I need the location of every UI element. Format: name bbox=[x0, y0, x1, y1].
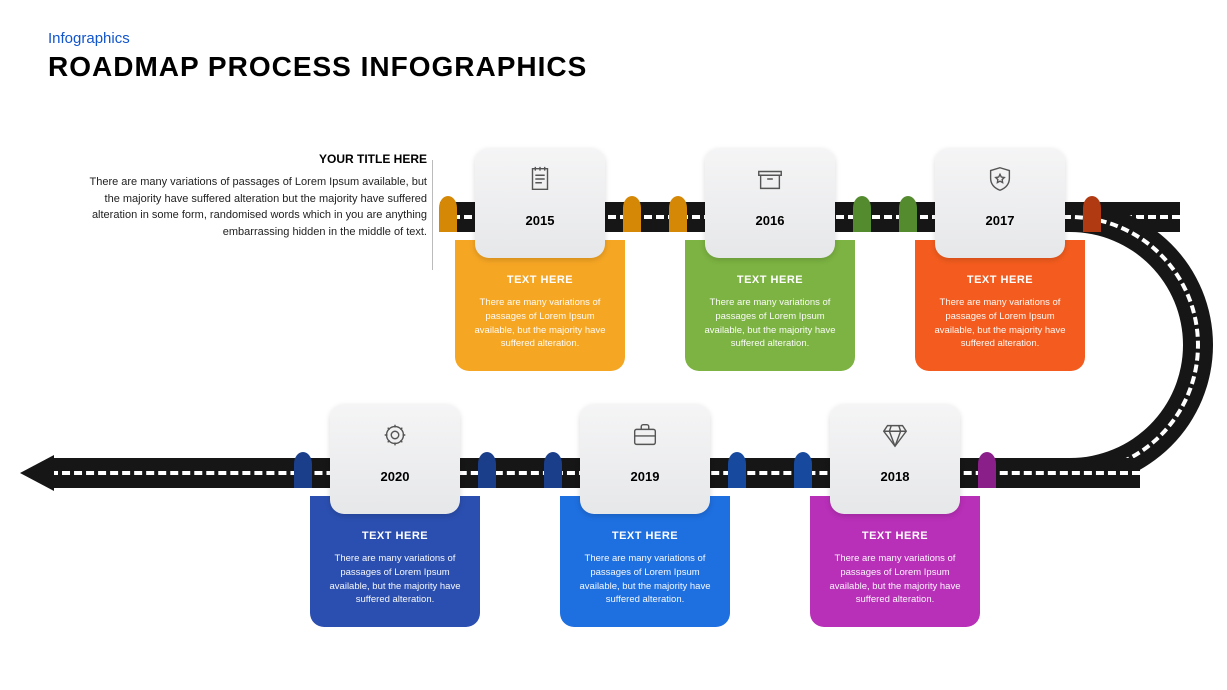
briefcase-icon bbox=[630, 420, 660, 455]
header: Infographics ROADMAP PROCESS INFOGRAPHIC… bbox=[0, 0, 1227, 83]
ribbon-left bbox=[544, 452, 562, 488]
milestone-card: 2019 bbox=[580, 404, 710, 514]
ribbon-left bbox=[439, 196, 457, 232]
panel-body: There are many variations of passages of… bbox=[324, 552, 466, 607]
box-icon bbox=[755, 164, 785, 199]
milestone-panel: TEXT HERE There are many variations of pa… bbox=[810, 496, 980, 627]
milestone-panel: TEXT HERE There are many variations of pa… bbox=[915, 240, 1085, 371]
panel-body: There are many variations of passages of… bbox=[469, 296, 611, 351]
milestone-year: 2017 bbox=[935, 213, 1065, 228]
milestone-card: 2017 bbox=[935, 148, 1065, 258]
panel-body: There are many variations of passages of… bbox=[824, 552, 966, 607]
panel-body: There are many variations of passages of… bbox=[929, 296, 1071, 351]
milestone-year: 2018 bbox=[830, 469, 960, 484]
diamond-icon bbox=[880, 420, 910, 455]
milestone-card: 2016 bbox=[705, 148, 835, 258]
header-subtitle: Infographics bbox=[48, 30, 1227, 47]
milestone-year: 2020 bbox=[330, 469, 460, 484]
header-title: ROADMAP PROCESS INFOGRAPHICS bbox=[48, 51, 1227, 83]
intro-body: There are many variations of passages of… bbox=[87, 174, 427, 240]
ribbon-right bbox=[978, 452, 996, 488]
milestone-2018: 2018 TEXT HERE There are many variations o… bbox=[810, 404, 980, 627]
milestone-year: 2016 bbox=[705, 213, 835, 228]
milestone-2015: 2015 TEXT HERE There are many variations o… bbox=[455, 148, 625, 371]
intro-divider bbox=[432, 160, 433, 270]
milestone-card: 2020 bbox=[330, 404, 460, 514]
gear-icon bbox=[380, 420, 410, 455]
milestone-2017: 2017 TEXT HERE There are many variations o… bbox=[915, 148, 1085, 371]
milestone-2016: 2016 TEXT HERE There are many variations o… bbox=[685, 148, 855, 371]
ribbon-left bbox=[899, 196, 917, 232]
panel-title: TEXT HERE bbox=[574, 530, 716, 542]
milestone-2020: 2020 TEXT HERE There are many variations o… bbox=[310, 404, 480, 627]
panel-title: TEXT HERE bbox=[699, 274, 841, 286]
intro-title: YOUR TITLE HERE bbox=[87, 152, 427, 166]
milestone-card: 2018 bbox=[830, 404, 960, 514]
shield-icon bbox=[985, 164, 1015, 199]
ribbon-left bbox=[794, 452, 812, 488]
ribbon-right bbox=[478, 452, 496, 488]
milestone-card: 2015 bbox=[475, 148, 605, 258]
milestone-year: 2019 bbox=[580, 469, 710, 484]
ribbon-left bbox=[294, 452, 312, 488]
milestone-panel: TEXT HERE There are many variations of pa… bbox=[685, 240, 855, 371]
intro-block: YOUR TITLE HERE There are many variation… bbox=[87, 152, 427, 240]
milestone-panel: TEXT HERE There are many variations of pa… bbox=[455, 240, 625, 371]
notepad-icon bbox=[525, 164, 555, 199]
ribbon-right bbox=[1083, 196, 1101, 232]
ribbon-right bbox=[853, 196, 871, 232]
ribbon-left bbox=[669, 196, 687, 232]
panel-title: TEXT HERE bbox=[929, 274, 1071, 286]
milestone-2019: 2019 TEXT HERE There are many variations o… bbox=[560, 404, 730, 627]
road-arrowhead bbox=[20, 455, 54, 491]
panel-title: TEXT HERE bbox=[824, 530, 966, 542]
panel-body: There are many variations of passages of… bbox=[574, 552, 716, 607]
panel-title: TEXT HERE bbox=[469, 274, 611, 286]
panel-body: There are many variations of passages of… bbox=[699, 296, 841, 351]
ribbon-right bbox=[728, 452, 746, 488]
milestone-panel: TEXT HERE There are many variations of pa… bbox=[560, 496, 730, 627]
panel-title: TEXT HERE bbox=[324, 530, 466, 542]
ribbon-right bbox=[623, 196, 641, 232]
milestone-year: 2015 bbox=[475, 213, 605, 228]
milestone-panel: TEXT HERE There are many variations of pa… bbox=[310, 496, 480, 627]
